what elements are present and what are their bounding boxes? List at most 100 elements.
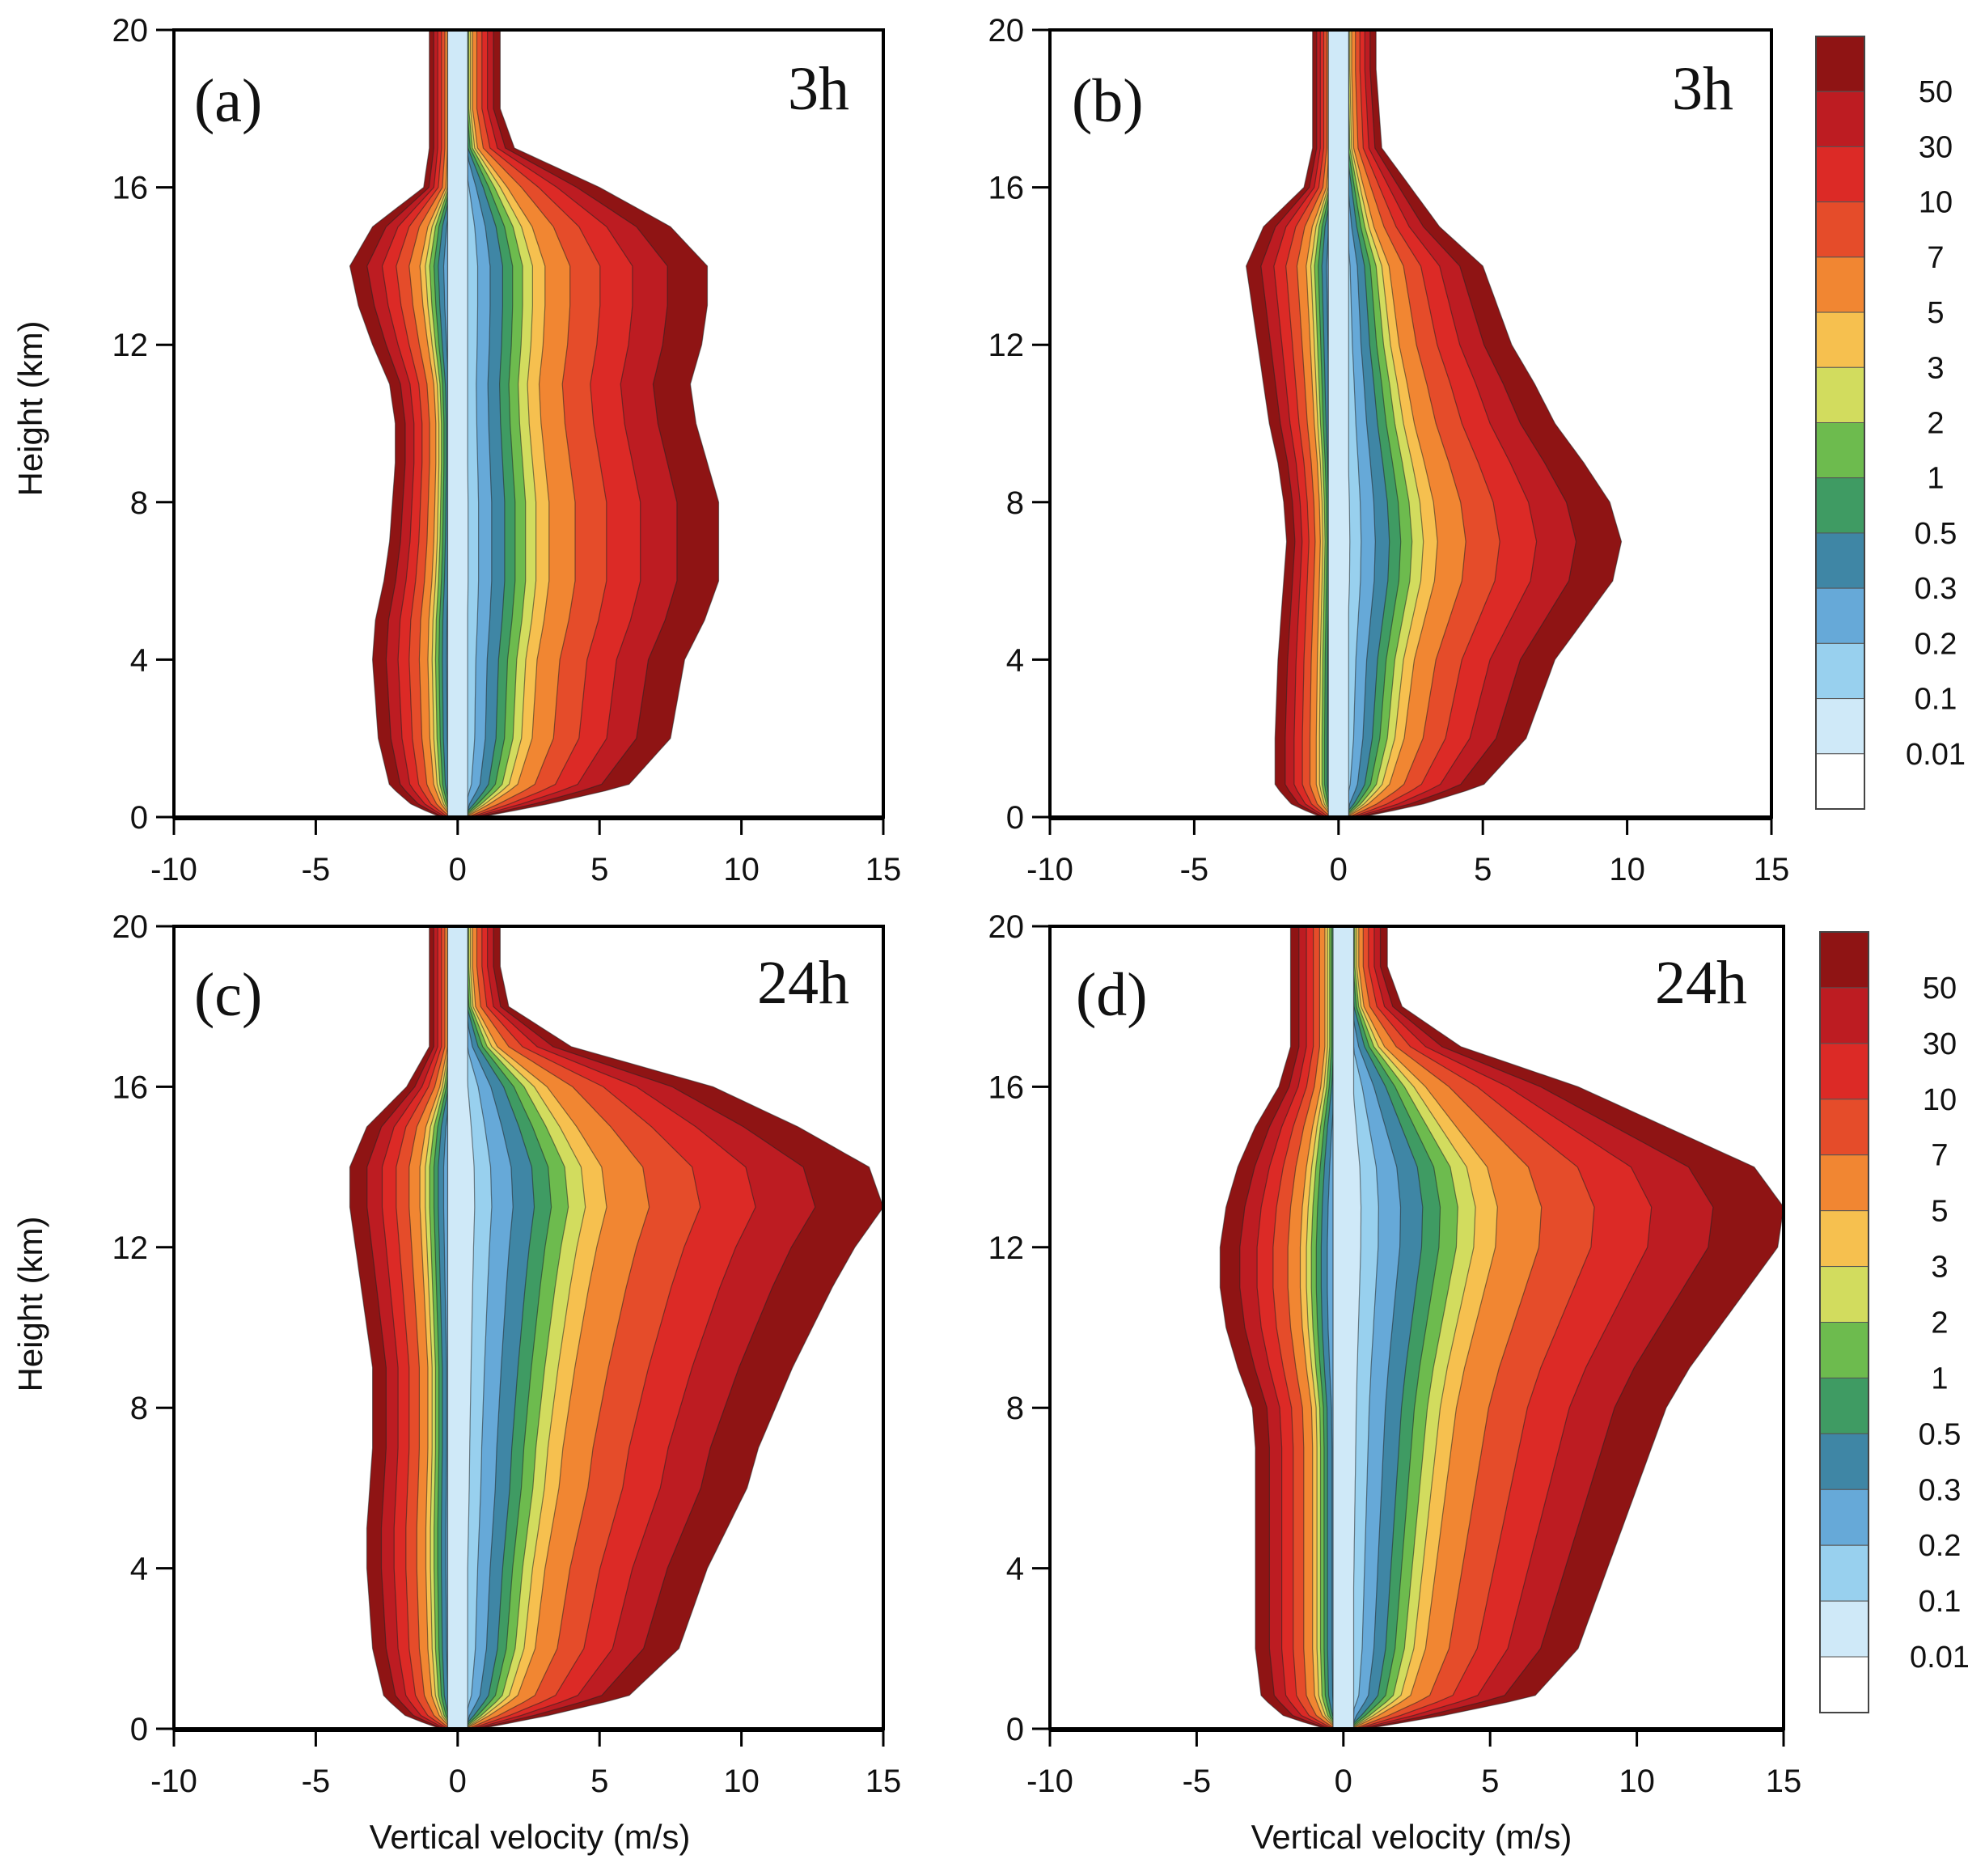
y-tick-label: 16 [988, 171, 1025, 206]
colorbar-label: 0.01 [1910, 1641, 1968, 1675]
colorbar-swatch [1819, 1656, 1869, 1713]
x-tick-label: -5 [302, 852, 331, 887]
x-axis-ticks: -10 -5 0 5 10 15 [150, 817, 901, 887]
y-axis-title: Height (km) [11, 1216, 49, 1391]
x-axis-ticks: -10 -5 0 5 10 15 [1026, 1729, 1801, 1799]
time-label: 3h [1672, 55, 1733, 123]
x-tick-label: 10 [723, 1764, 760, 1799]
colorbar-swatch [1815, 146, 1865, 203]
panel-label: (b) [1072, 67, 1144, 135]
y-axis-ticks: 0 4 8 12 16 20 [112, 13, 174, 836]
colorbar-label: 30 [1919, 130, 1953, 164]
x-tick-label: 15 [1766, 1764, 1802, 1799]
colorbar-swatch [1815, 753, 1865, 810]
colorbar-swatch [1819, 1043, 1869, 1100]
colorbar-label: 0.2 [1919, 1529, 1962, 1563]
y-tick-label: 20 [988, 13, 1025, 49]
colorbar-swatch [1819, 1377, 1869, 1434]
colorbar-swatch [1819, 987, 1869, 1044]
x-tick-label: -10 [1026, 852, 1073, 887]
y-axis-ticks: 0 4 8 12 16 20 [112, 909, 174, 1747]
x-tick-label: 0 [1330, 852, 1348, 887]
colorbar-label: 0.3 [1915, 572, 1957, 606]
panel-d: (d) 24h 0 4 8 12 16 20 -10 -5 0 5 10 15 Vertical v… [988, 909, 1802, 1856]
x-tick-label: 5 [590, 852, 608, 887]
x-tick-label: 15 [1754, 852, 1790, 887]
y-tick-label: 4 [1006, 1552, 1024, 1587]
colorbar-label: 5 [1927, 296, 1944, 330]
x-tick-label: -5 [302, 1764, 331, 1799]
y-tick-label: 20 [112, 13, 149, 49]
y-tick-label: 0 [1006, 800, 1024, 836]
y-tick-label: 8 [130, 1391, 148, 1426]
colorbar-label: 7 [1931, 1139, 1948, 1173]
colorbar-label: 10 [1919, 186, 1953, 220]
x-axis-ticks: -10 -5 0 5 10 15 [150, 1729, 901, 1799]
colorbar-label: 0.1 [1915, 683, 1957, 717]
panel-c: (c) 24h 0 4 8 12 16 20 -10 -5 0 5 10 15 Height (km… [11, 909, 901, 1856]
colorbar-swatch [1819, 1322, 1869, 1378]
y-tick-label: 16 [112, 171, 149, 206]
colorbar-label: 0.01 [1906, 738, 1966, 772]
x-tick-label: -10 [150, 852, 197, 887]
plot-area [1048, 925, 1785, 1730]
colorbar-label: 3 [1927, 351, 1944, 385]
panel-label: (c) [194, 961, 262, 1029]
y-axis-ticks: 0 4 8 12 16 20 [988, 13, 1050, 836]
y-tick-label: 12 [988, 1230, 1025, 1266]
x-tick-label: -5 [1180, 852, 1209, 887]
contour-level-0.01 [447, 30, 469, 817]
x-tick-label: -5 [1183, 1764, 1212, 1799]
colorbar-label: 50 [1919, 75, 1953, 109]
colorbar-swatch [1815, 642, 1865, 700]
y-tick-label: 12 [112, 328, 149, 363]
colorbar-label: 50 [1923, 972, 1957, 1006]
time-label: 24h [757, 949, 849, 1017]
y-tick-label: 0 [1006, 1712, 1024, 1747]
y-tick-label: 16 [988, 1069, 1025, 1105]
colorbar-swatch [1819, 1600, 1869, 1658]
y-tick-label: 4 [130, 642, 148, 678]
y-tick-label: 0 [130, 800, 148, 836]
x-tick-label: 0 [1335, 1764, 1352, 1799]
colorbar-swatch [1815, 698, 1865, 755]
colorbar-swatch [1819, 1489, 1869, 1546]
contour-level-0.01 [1327, 30, 1351, 817]
colorbar-label: 0.5 [1915, 517, 1957, 551]
x-tick-label: 10 [723, 852, 760, 887]
x-tick-label: -10 [1026, 1764, 1073, 1799]
colorbar-swatch [1815, 366, 1865, 423]
colorbar-swatch [1819, 1210, 1869, 1268]
colorbar-label: 5 [1931, 1195, 1948, 1229]
y-tick-label: 4 [130, 1552, 148, 1587]
x-tick-label: 5 [1474, 852, 1492, 887]
colorbar-label: 1 [1927, 462, 1944, 496]
contour-level-0.01 [1332, 926, 1362, 1729]
colorbar-label: 0.5 [1919, 1417, 1962, 1451]
panel-b: (b) 3h 0 4 8 12 16 20 -10 -5 0 5 10 15 [988, 13, 1790, 887]
colorbar-swatch [1815, 36, 1865, 92]
plot-area [172, 925, 885, 1730]
colorbar-label: 7 [1927, 241, 1944, 275]
colorbar-label: 0.2 [1915, 627, 1957, 661]
time-label: 3h [788, 55, 849, 123]
plot-area [1048, 28, 1773, 819]
colorbar-swatch [1815, 422, 1865, 479]
x-tick-label: 5 [1481, 1764, 1499, 1799]
contour-level-0.01 [447, 926, 476, 1729]
colorbar-swatch [1819, 1544, 1869, 1602]
colorbar-label: 0.3 [1919, 1473, 1962, 1507]
colorbar-bottom: 50 30 10 7 5 3 2 1 0.5 0.3 0.2 0.1 0.01 [1819, 931, 1968, 1713]
plot-area [172, 28, 885, 819]
colorbar-swatch [1819, 1433, 1869, 1490]
y-tick-label: 8 [1006, 1391, 1024, 1426]
x-tick-label: 10 [1619, 1764, 1655, 1799]
panel-label: (a) [194, 67, 262, 135]
colorbar-swatch [1815, 587, 1865, 644]
x-axis-ticks: -10 -5 0 5 10 15 [1026, 817, 1789, 887]
colorbar-swatch [1819, 931, 1869, 989]
x-tick-label: 15 [865, 852, 902, 887]
x-tick-label: 0 [449, 1764, 467, 1799]
y-tick-label: 0 [130, 1712, 148, 1747]
